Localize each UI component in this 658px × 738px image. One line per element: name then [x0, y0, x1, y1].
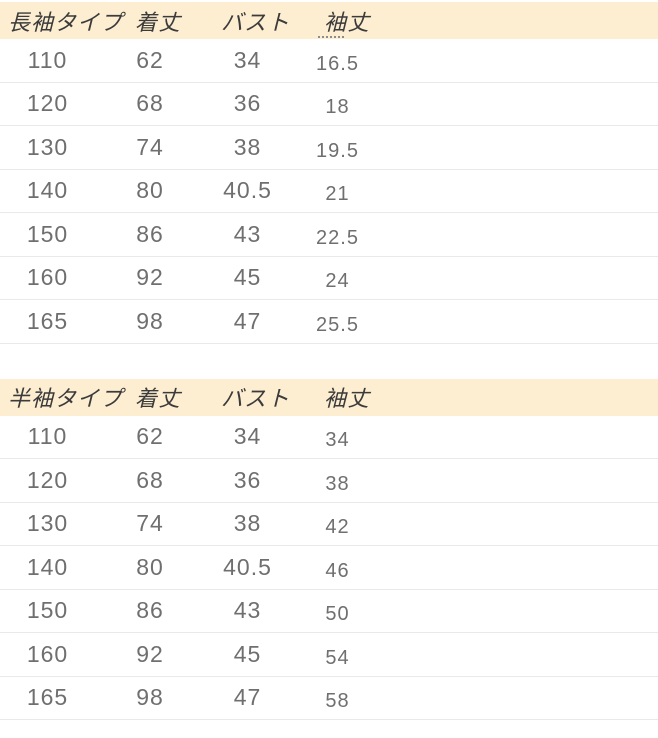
short-sleeve-header-row: 半袖タイプ 着丈 バスト 袖丈	[0, 378, 658, 416]
cell-size: 165	[26, 307, 69, 334]
cell-length: 92	[136, 264, 164, 291]
cell-bust: 38	[233, 510, 262, 537]
cell-bust: 38	[233, 133, 262, 160]
cell-length: 68	[136, 90, 164, 117]
table-row: 140 80 40.5 21	[0, 170, 658, 213]
col-header-sleeve: 袖丈	[324, 387, 371, 412]
cell-sleeve: 19.5	[316, 139, 359, 162]
cell-bust: 36	[233, 90, 262, 117]
cell-sleeve: 18	[325, 96, 350, 119]
cell-size: 140	[26, 177, 69, 204]
cell-size: 130	[26, 510, 69, 537]
cell-length: 98	[136, 307, 164, 334]
cell-sleeve: 38	[325, 472, 350, 495]
col-header-bust: バスト	[221, 10, 291, 36]
cell-size: 160	[26, 264, 69, 291]
table-row: 165 98 47 25.5	[0, 300, 658, 344]
long-sleeve-header-row: 長袖タイプ 着丈 バスト 袖丈	[0, 2, 658, 39]
col-header-sleeve: 袖丈	[317, 5, 370, 38]
table-row: 130 74 38 42	[0, 503, 658, 546]
cell-length: 92	[136, 640, 164, 667]
cell-sleeve: 24	[325, 270, 350, 293]
cell-sleeve: 22.5	[316, 226, 359, 249]
cell-bust: 34	[233, 46, 262, 73]
cell-size: 130	[26, 133, 69, 160]
cell-bust: 47	[233, 307, 262, 334]
cell-length: 86	[136, 597, 164, 624]
table-row: 165 98 47 58	[0, 677, 658, 720]
cell-sleeve: 25.5	[316, 313, 359, 336]
table-row: 120 68 36 18	[0, 83, 658, 126]
col-header-size-type: 半袖タイプ	[8, 387, 124, 412]
table-row: 150 86 43 22.5	[0, 213, 658, 257]
table-row: 160 92 45 54	[0, 633, 658, 677]
cell-length: 86	[136, 220, 164, 247]
cell-sleeve: 21	[325, 183, 350, 206]
cell-sleeve: 42	[325, 516, 350, 539]
table-row: 110 62 34 34	[0, 416, 658, 459]
table-row: 140 80 40.5 46	[0, 546, 658, 590]
cell-length: 62	[136, 46, 164, 73]
cell-sleeve: 16.5	[316, 52, 359, 75]
table-row: 120 68 36 38	[0, 459, 658, 503]
cell-length: 74	[136, 510, 164, 537]
col-header-size-type: 長袖タイプ	[8, 10, 124, 36]
cell-size: 140	[26, 553, 69, 580]
cell-size: 150	[26, 597, 69, 624]
cell-sleeve: 54	[325, 646, 350, 669]
short-sleeve-size-table: 半袖タイプ 着丈 バスト 袖丈 110 62 34 34 120 68 36 3…	[0, 378, 658, 720]
table-row: 110 62 34 16.5	[0, 39, 658, 83]
cell-length: 68	[136, 466, 164, 493]
cell-size: 150	[26, 220, 69, 247]
cell-size: 160	[26, 640, 69, 667]
cell-sleeve: 50	[325, 603, 350, 626]
cell-bust: 40.5	[223, 177, 272, 204]
table-row: 150 86 43 50	[0, 590, 658, 633]
cell-bust: 43	[233, 220, 262, 247]
cell-bust: 36	[233, 466, 262, 493]
cell-sleeve: 46	[325, 559, 350, 582]
cell-bust: 45	[233, 640, 262, 667]
cell-size: 120	[26, 90, 69, 117]
col-header-length: 着丈	[135, 10, 182, 36]
cell-size: 110	[27, 46, 68, 73]
table-row: 130 74 38 19.5	[0, 126, 658, 170]
cell-bust: 47	[233, 684, 262, 711]
cell-bust: 43	[233, 597, 262, 624]
cell-bust: 34	[233, 423, 262, 450]
cell-length: 74	[136, 133, 164, 160]
col-header-length: 着丈	[135, 387, 182, 412]
cell-size: 110	[27, 423, 68, 450]
cell-length: 98	[136, 684, 164, 711]
cell-bust: 40.5	[223, 553, 272, 580]
col-header-bust: バスト	[221, 387, 291, 412]
cell-length: 62	[136, 423, 164, 450]
cell-size: 120	[26, 466, 69, 493]
cell-sleeve: 34	[325, 429, 350, 452]
table-row: 160 92 45 24	[0, 257, 658, 300]
cell-size: 165	[26, 684, 69, 711]
cell-length: 80	[136, 553, 164, 580]
cell-sleeve: 58	[325, 690, 350, 713]
cell-length: 80	[136, 177, 164, 204]
long-sleeve-size-table: 長袖タイプ 着丈 バスト 袖丈 110 62 34 16.5 120 68 36…	[0, 2, 658, 344]
cell-bust: 45	[233, 264, 262, 291]
